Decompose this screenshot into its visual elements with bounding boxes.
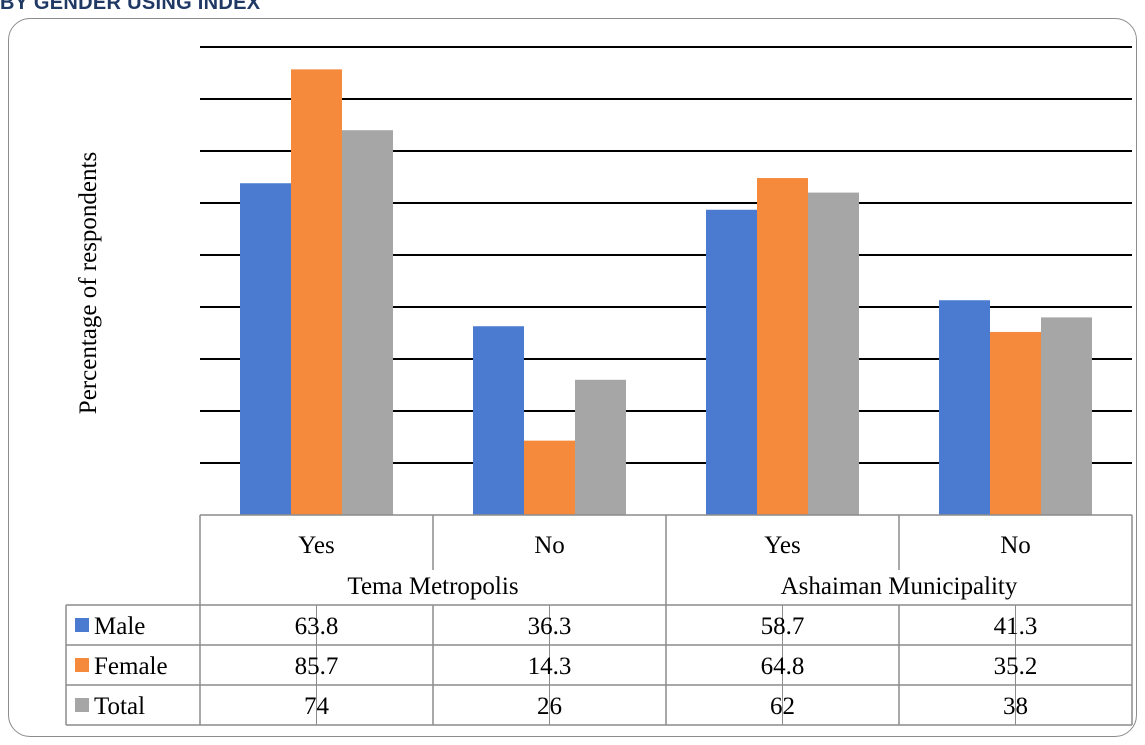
x-axis: Yes No Yes No Tema Metropolis Ashaiman Munici… (199, 514, 1133, 605)
table-cell: 35.2 (994, 653, 1038, 680)
category-label: Yes (298, 532, 334, 559)
table-cell: 62 (770, 693, 795, 720)
category-label: No (534, 532, 565, 559)
bar-total (342, 130, 393, 515)
legend-key-female (75, 658, 89, 672)
chart-caption: BY GENDER USING INDEX (0, 0, 261, 14)
table-cell: 85.7 (295, 653, 339, 680)
legend-key-male (75, 618, 89, 632)
table-cell: 74 (304, 693, 330, 720)
data-table: Male 63.8 36.3 58.7 41.3 Female 85.7 14.3 64.8 35… (65, 604, 1133, 726)
bar-male (706, 209, 757, 515)
category-label: Yes (764, 532, 800, 559)
chart-frame (8, 18, 1137, 737)
bars (240, 69, 1092, 516)
legend-label: Female (94, 653, 168, 680)
table-cell: 58.7 (761, 613, 805, 640)
table-cell: 41.3 (994, 613, 1038, 640)
group-label: Tema Metropolis (347, 573, 518, 600)
bar-male (240, 183, 291, 516)
bar-male (473, 326, 524, 515)
legend-key-total (75, 698, 89, 712)
y-axis-label: Percentage of respondents (75, 152, 102, 414)
bar-female (524, 440, 575, 515)
table-cell: 26 (537, 693, 562, 720)
bar-total (575, 379, 626, 515)
bar-female (291, 69, 342, 516)
legend-label: Male (94, 613, 145, 640)
table-cell: 63.8 (295, 613, 339, 640)
table-cell: 36.3 (528, 613, 572, 640)
bar-total (1041, 317, 1092, 515)
table-cell: 14.3 (528, 653, 572, 680)
table-cell: 64.8 (761, 653, 805, 680)
group-label: Ashaiman Municipality (781, 573, 1018, 600)
category-label: No (1000, 532, 1031, 559)
legend-label: Total (94, 693, 145, 720)
bar-female (757, 178, 808, 516)
bar-total (808, 192, 859, 515)
table-cell: 38 (1003, 693, 1028, 720)
bar-male (939, 300, 990, 515)
bar-female (990, 331, 1041, 515)
